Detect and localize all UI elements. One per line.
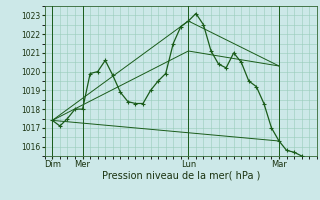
X-axis label: Pression niveau de la mer( hPa ): Pression niveau de la mer( hPa ) [102,171,260,181]
